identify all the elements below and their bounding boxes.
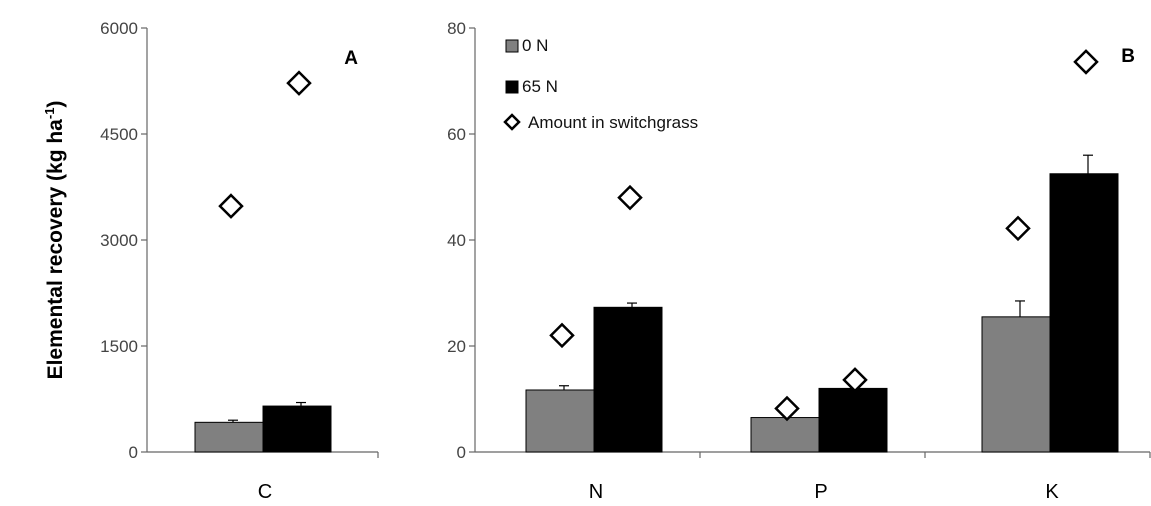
- panel-a: 0 1500 3000 4500 6000 C A: [100, 19, 379, 503]
- y-axis-label: Elemental recovery (kg ha-1): [42, 101, 67, 380]
- switchgrass-marker-K-0n: [1005, 215, 1031, 242]
- legend-marker-switchgrass: [503, 113, 521, 131]
- bar-K-65n: [1049, 173, 1119, 453]
- y-tick-label: 80: [447, 19, 466, 38]
- legend-label-switchgrass: Amount in switchgrass: [528, 113, 698, 132]
- bar-K-0n: [981, 316, 1051, 453]
- switchgrass-marker-N-65n: [617, 184, 643, 211]
- y-tick-label: 6000: [100, 19, 138, 38]
- bar-C-65n: [262, 405, 332, 453]
- bar-C-0n: [194, 421, 264, 453]
- legend-swatch-0n: [505, 39, 519, 53]
- y-tick-label: 1500: [100, 337, 138, 356]
- y-tick-label: 4500: [100, 125, 138, 144]
- x-category-K: K: [1045, 481, 1059, 503]
- switchgrass-marker-P-65n: [842, 367, 868, 393]
- bar-N-0n: [525, 389, 595, 453]
- y-tick-label: 0: [129, 443, 138, 462]
- legend: 0 N 65 N Amount in switchgrass: [503, 36, 698, 132]
- bar-P-65n: [818, 387, 888, 453]
- switchgrass-marker-N-0n: [549, 322, 575, 349]
- y-tick-label: 3000: [100, 231, 138, 250]
- switchgrass-marker-P-0n: [774, 395, 800, 422]
- x-category-P: P: [814, 481, 827, 503]
- y-tick-label: 20: [447, 337, 466, 356]
- panel-label-B: B: [1121, 46, 1135, 67]
- panel-b: 0 20 40 60 80 N P K B: [447, 19, 1151, 503]
- bar-P-0n: [750, 417, 820, 453]
- y-axis-label-superscript: -1: [42, 108, 57, 120]
- x-category-N: N: [589, 481, 603, 503]
- switchgrass-marker-C-65n: [286, 70, 312, 96]
- x-category-C: C: [258, 481, 272, 503]
- legend-label-0n: 0 N: [522, 36, 548, 55]
- y-tick-label: 40: [447, 231, 466, 250]
- y-tick-label: 60: [447, 125, 466, 144]
- legend-label-65n: 65 N: [522, 77, 558, 96]
- switchgrass-marker-K-65n: [1073, 49, 1099, 75]
- switchgrass-marker-C-0n: [218, 193, 244, 219]
- legend-swatch-65n: [505, 80, 519, 94]
- panel-label-A: A: [344, 48, 358, 69]
- y-tick-label: 0: [457, 443, 466, 462]
- bar-N-65n: [593, 306, 663, 453]
